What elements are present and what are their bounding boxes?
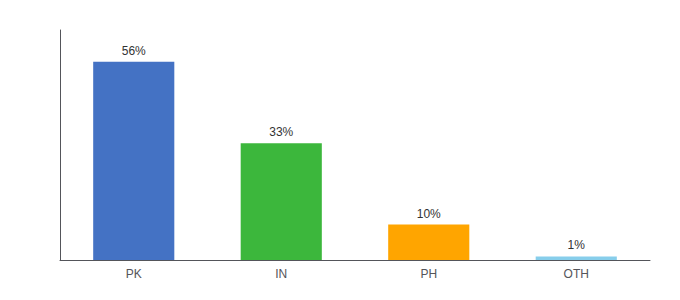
svg-text:OTH: OTH [564, 267, 589, 281]
svg-text:PH: PH [420, 267, 437, 281]
svg-text:33%: 33% [269, 125, 293, 139]
svg-text:1%: 1% [568, 238, 586, 252]
svg-text:56%: 56% [122, 44, 146, 58]
svg-text:IN: IN [275, 267, 287, 281]
svg-text:10%: 10% [417, 207, 441, 221]
svg-text:PK: PK [126, 267, 142, 281]
